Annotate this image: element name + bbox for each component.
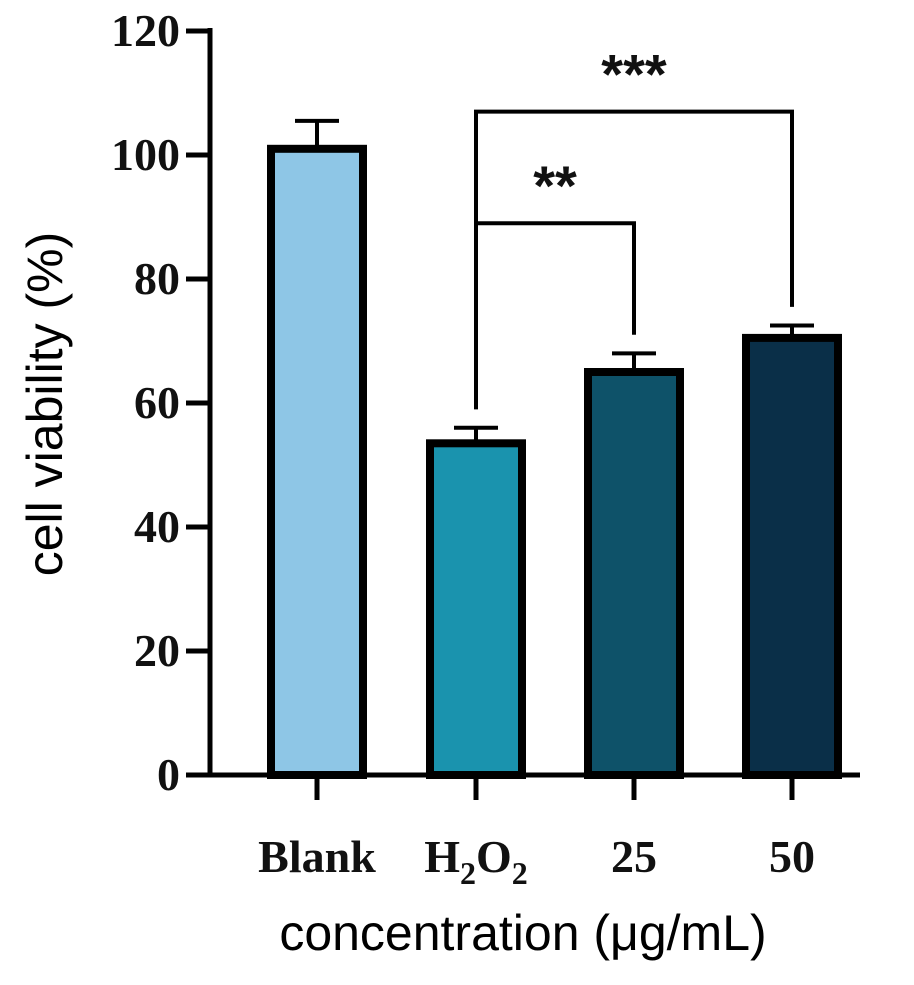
y-axis-title: cell viability (%) xyxy=(17,232,73,577)
x-tick-label: H2O2 xyxy=(424,831,528,891)
y-tick-label: 20 xyxy=(134,625,180,676)
y-tick-label: 80 xyxy=(134,253,180,304)
bar xyxy=(267,144,367,780)
axes-layer: 0 20 40 60 80 100 120 Blank H2O2 25 50 xyxy=(111,5,860,891)
significance-bracket xyxy=(474,109,794,410)
x-tick-label: 50 xyxy=(769,831,815,882)
significance-layer: ***** xyxy=(474,43,794,410)
bars-layer xyxy=(267,144,842,780)
error-bars-layer xyxy=(295,118,814,444)
x-tick-label: 25 xyxy=(611,831,657,882)
bar xyxy=(742,333,842,779)
y-tick-label: 0 xyxy=(157,749,180,800)
y-tick-label: 100 xyxy=(111,129,180,180)
bar xyxy=(584,368,684,779)
significance-label: ** xyxy=(533,154,577,217)
y-tick-label: 120 xyxy=(111,5,180,56)
bar xyxy=(426,439,526,779)
y-tick-label: 40 xyxy=(134,501,180,552)
x-tick-label: Blank xyxy=(258,831,376,882)
y-tick-label: 60 xyxy=(134,377,180,428)
x-axis-title: concentration (μg/mL) xyxy=(279,905,766,961)
significance-label: *** xyxy=(601,43,667,106)
